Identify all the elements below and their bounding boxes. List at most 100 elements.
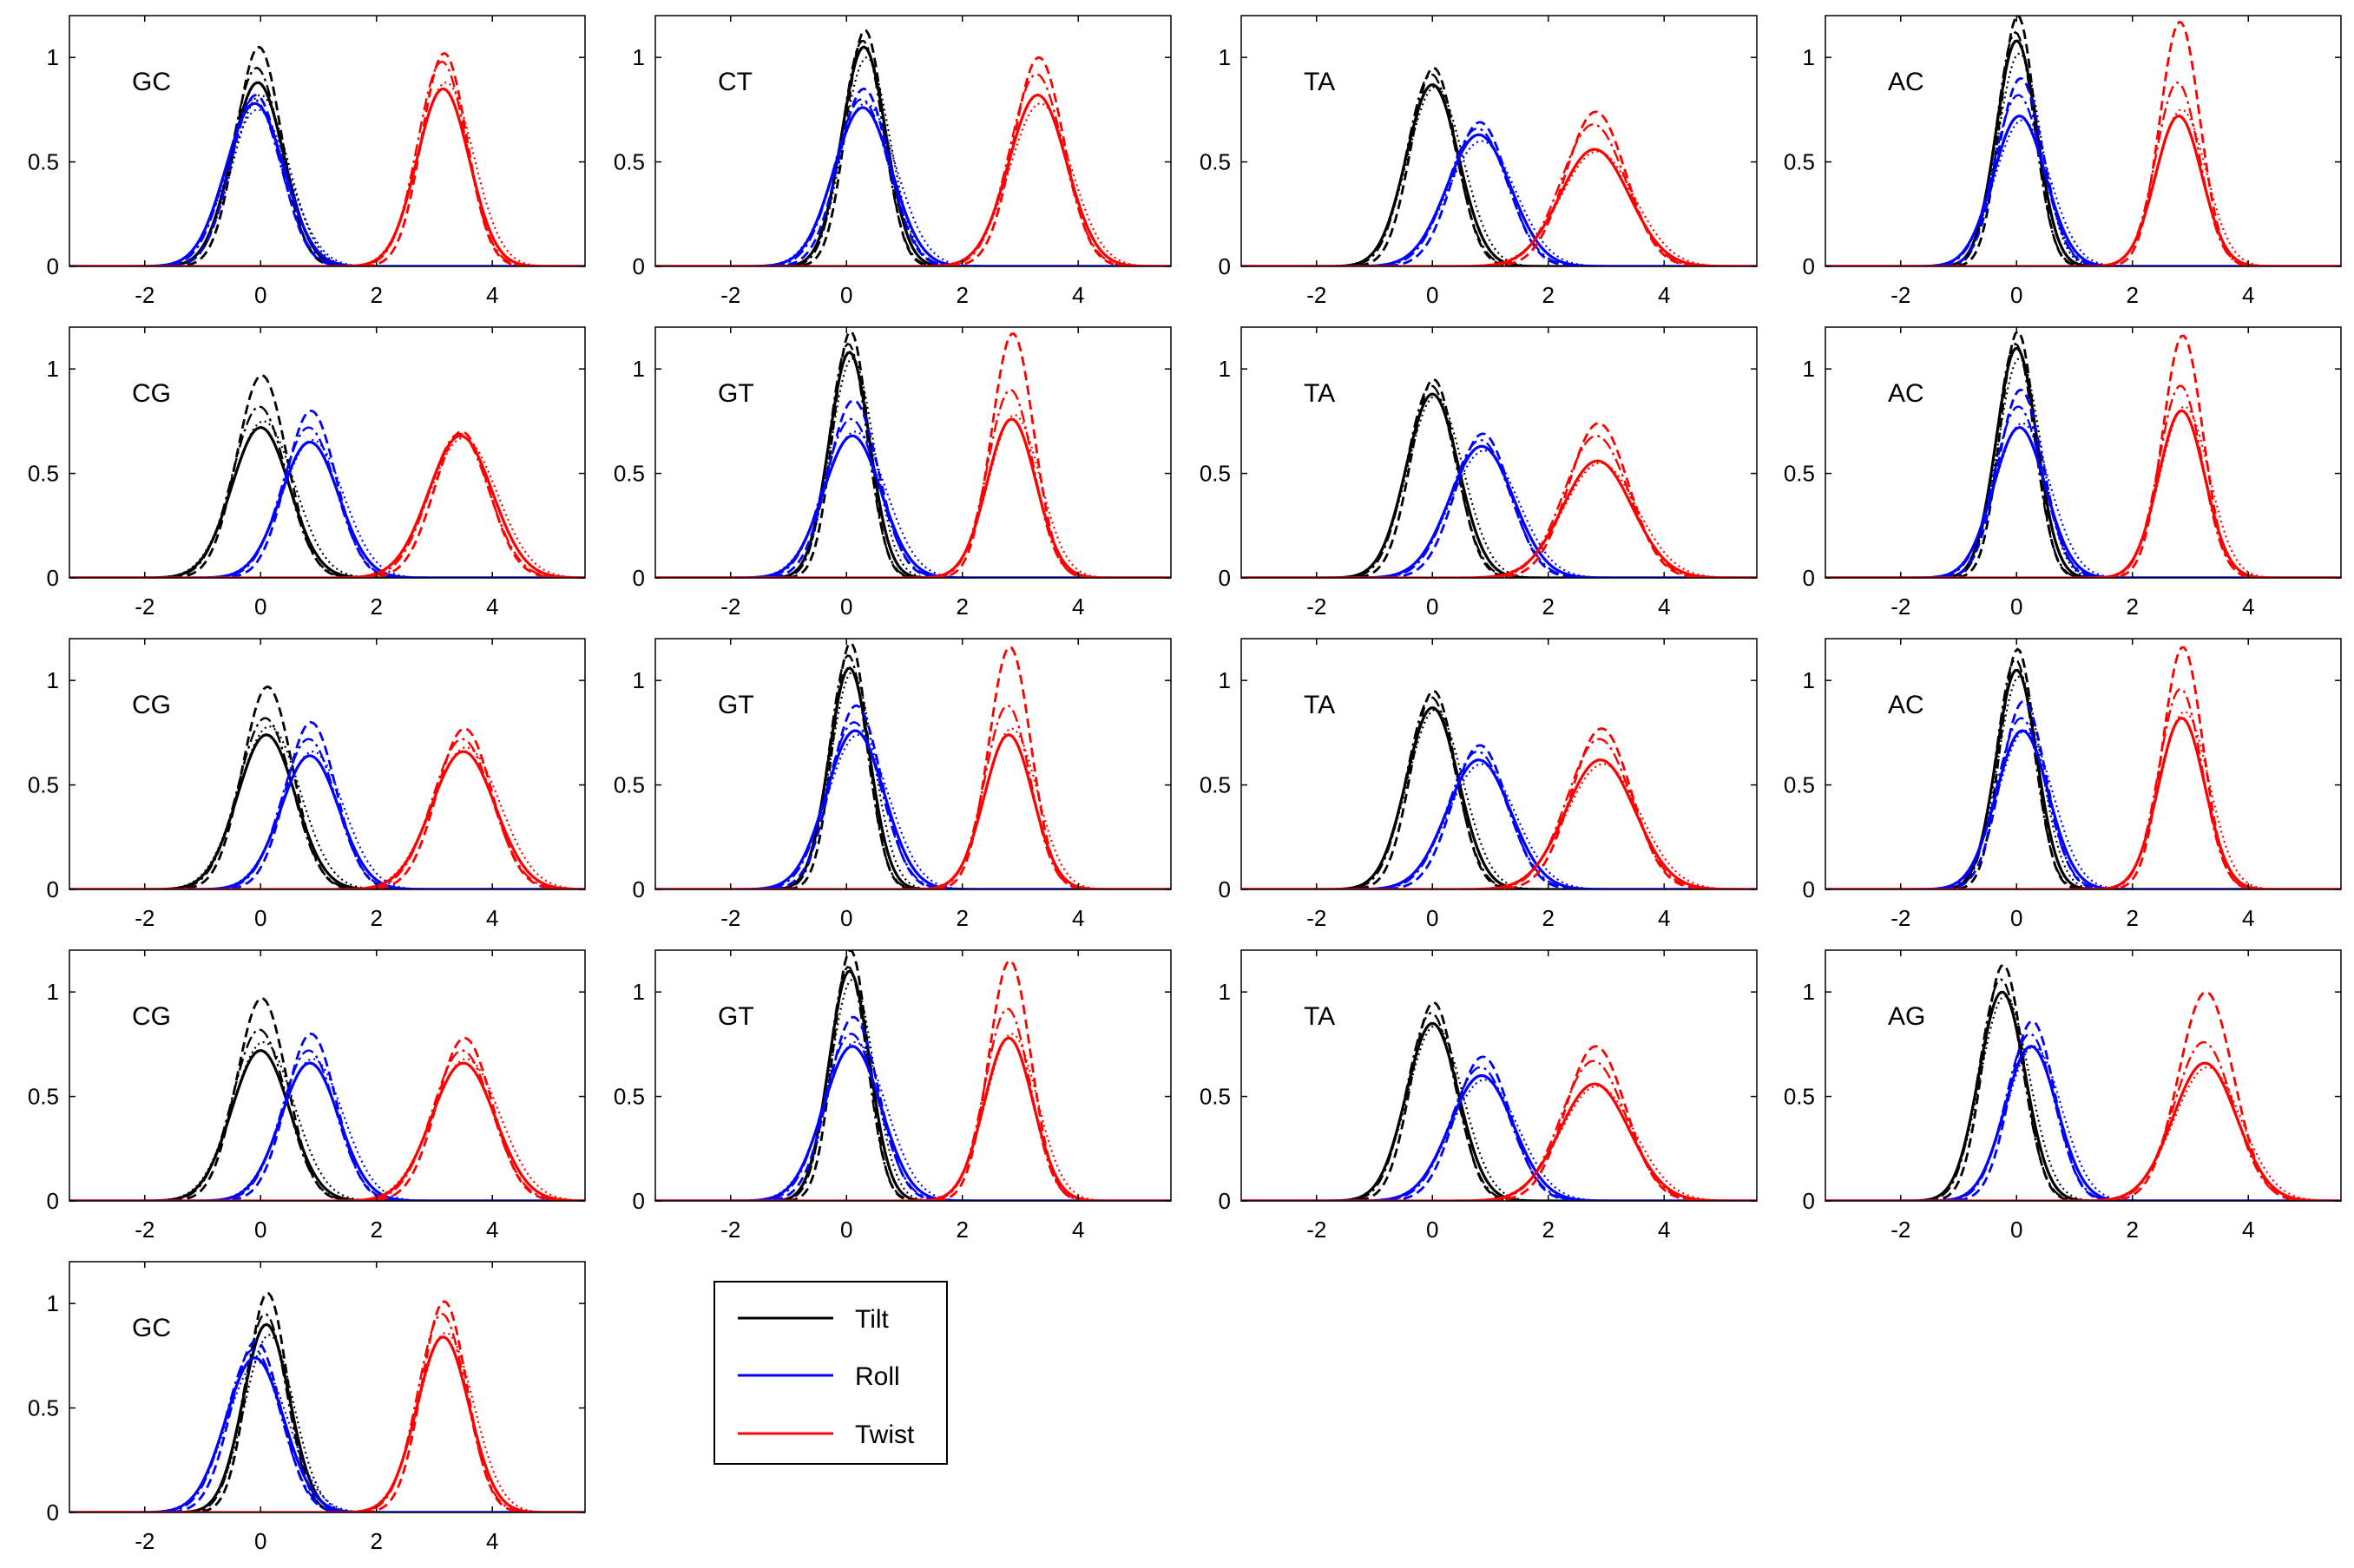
panel-label: GC (132, 68, 171, 96)
legend-label-twist: Twist (855, 1420, 915, 1449)
plot-area (1825, 950, 2341, 1201)
y-tick-label: 0 (1219, 565, 1231, 591)
panel-16: -2 0 2 4 0 0.5 1 AG (1784, 949, 2342, 1243)
x-tick-label: -2 (135, 1217, 155, 1243)
series-line-twist-1 (69, 750, 585, 889)
x-tick-label: 2 (1542, 905, 1554, 931)
x-tick-label: 2 (370, 1217, 382, 1243)
plot-area (655, 327, 1171, 578)
series-line-roll-4 (655, 102, 1171, 266)
series-line-twist-4 (655, 102, 1171, 266)
series-line-roll-1 (69, 440, 585, 578)
series-line-roll-3 (1825, 405, 2341, 578)
y-tick-label: 0 (1219, 1188, 1231, 1214)
axes-frame (1825, 638, 2342, 890)
x-tick-label: 4 (2242, 1217, 2254, 1243)
series-line-roll-2 (69, 1032, 585, 1201)
y-tick-label: 0 (47, 253, 59, 279)
plot-area (69, 16, 585, 266)
series-line-roll-4 (1825, 119, 2341, 266)
series-line-twist-4 (655, 414, 1171, 578)
x-tick-label: 4 (1658, 282, 1670, 308)
axes-frame (654, 638, 1172, 890)
panel-label: CG (132, 691, 171, 719)
y-tick-label: 0 (1219, 876, 1231, 902)
series-line-roll-1 (69, 754, 585, 889)
series-line-tilt-2 (69, 686, 585, 889)
series-line-roll-3 (1825, 717, 2341, 889)
series-line-tilt-1 (655, 969, 1171, 1201)
x-tick-label: 0 (2010, 905, 2022, 931)
axes-frame (69, 15, 586, 267)
x-tick-label: 2 (2126, 1217, 2138, 1243)
series-line-twist-4 (1241, 1085, 1757, 1201)
x-tick-label: 0 (254, 594, 266, 620)
series-line-tilt-4 (69, 1040, 585, 1201)
series-line-roll-3 (1825, 94, 2341, 266)
x-tick-label: 4 (2242, 594, 2254, 620)
series-line-twist-4 (69, 1058, 585, 1201)
x-tick-label: 0 (2010, 594, 2022, 620)
axes-frame (1825, 326, 2342, 579)
plot-area (1825, 639, 2341, 889)
series-line-roll-4 (69, 1058, 585, 1201)
legend-label-roll: Roll (855, 1362, 900, 1391)
series-group (655, 29, 1171, 266)
series-line-roll-1 (1825, 729, 2341, 889)
panel-label: CG (132, 379, 171, 408)
series-line-twist-1 (69, 87, 585, 266)
y-tick-label: 1 (47, 1290, 59, 1316)
x-tick-label: 4 (486, 1528, 498, 1554)
series-line-twist-2 (69, 51, 585, 266)
plot-area (1825, 327, 2341, 578)
series-line-roll-4 (69, 108, 585, 266)
y-tick-label: 0 (633, 876, 645, 902)
series-line-twist-2 (1241, 110, 1757, 266)
series-line-roll-2 (655, 87, 1171, 266)
x-tick-label: -2 (1306, 905, 1326, 931)
axes-frame (654, 949, 1172, 1202)
series-line-twist-1 (1241, 459, 1757, 578)
axes-frame (69, 949, 586, 1202)
x-tick-label: 2 (370, 282, 382, 308)
axes-frame (1240, 15, 1758, 267)
x-tick-label: 2 (956, 594, 968, 620)
y-tick-label: 1 (1803, 356, 1815, 382)
x-tick-label: -2 (1890, 905, 1910, 931)
y-tick-label: 1 (1219, 667, 1231, 693)
y-tick-label: 1 (633, 667, 645, 693)
panel-7: -2 0 2 4 0 0.5 1 TA (1200, 326, 1758, 620)
series-line-roll-4 (69, 1361, 585, 1512)
y-tick-label: 0.5 (28, 149, 59, 175)
panel-label: TA (1304, 68, 1335, 96)
axes-frame (1825, 949, 2342, 1202)
series-line-roll-3 (655, 1033, 1171, 1201)
x-tick-label: 4 (486, 1217, 498, 1243)
y-tick-label: 0 (633, 1188, 645, 1214)
series-line-twist-1 (1825, 716, 2341, 889)
y-tick-label: 0.5 (614, 1084, 645, 1110)
plot-area (69, 950, 585, 1201)
y-tick-label: 1 (1803, 979, 1815, 1005)
series-line-twist-1 (69, 434, 585, 578)
series-line-roll-1 (655, 106, 1171, 266)
series-line-tilt-2 (69, 373, 585, 578)
panel-label: AG (1888, 1002, 1925, 1031)
series-line-roll-1 (1825, 114, 2341, 266)
panel-11: -2 0 2 4 0 0.5 1 TA (1200, 638, 1758, 931)
panel-12: -2 0 2 4 0 0.5 1 AC (1784, 638, 2342, 931)
x-tick-label: 4 (1072, 282, 1084, 308)
y-tick-label: 1 (47, 667, 59, 693)
panel-5: -2 0 2 4 0 0.5 1 CG (28, 326, 586, 620)
x-tick-label: -2 (135, 1528, 155, 1554)
series-line-twist-1 (1241, 1082, 1757, 1201)
x-tick-label: 4 (2242, 905, 2254, 931)
x-tick-label: 4 (1658, 594, 1670, 620)
series-line-roll-1 (1241, 444, 1757, 578)
panel-10: -2 0 2 4 0 0.5 1 GT (614, 638, 1172, 931)
series-line-roll-1 (1825, 425, 2341, 578)
series-line-twist-1 (1241, 148, 1757, 266)
x-tick-label: 2 (956, 905, 968, 931)
x-tick-label: 0 (254, 1217, 266, 1243)
x-tick-label: 0 (254, 282, 266, 308)
